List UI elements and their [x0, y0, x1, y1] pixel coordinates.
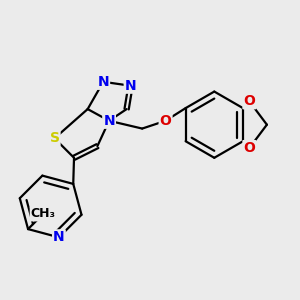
- Text: O: O: [243, 94, 255, 108]
- Text: N: N: [98, 75, 109, 89]
- Text: CH₃: CH₃: [31, 207, 56, 220]
- Text: N: N: [103, 114, 115, 128]
- Text: O: O: [160, 114, 172, 128]
- Text: S: S: [50, 131, 59, 145]
- Text: N: N: [53, 230, 65, 244]
- Text: O: O: [243, 141, 255, 155]
- Text: N: N: [125, 79, 136, 93]
